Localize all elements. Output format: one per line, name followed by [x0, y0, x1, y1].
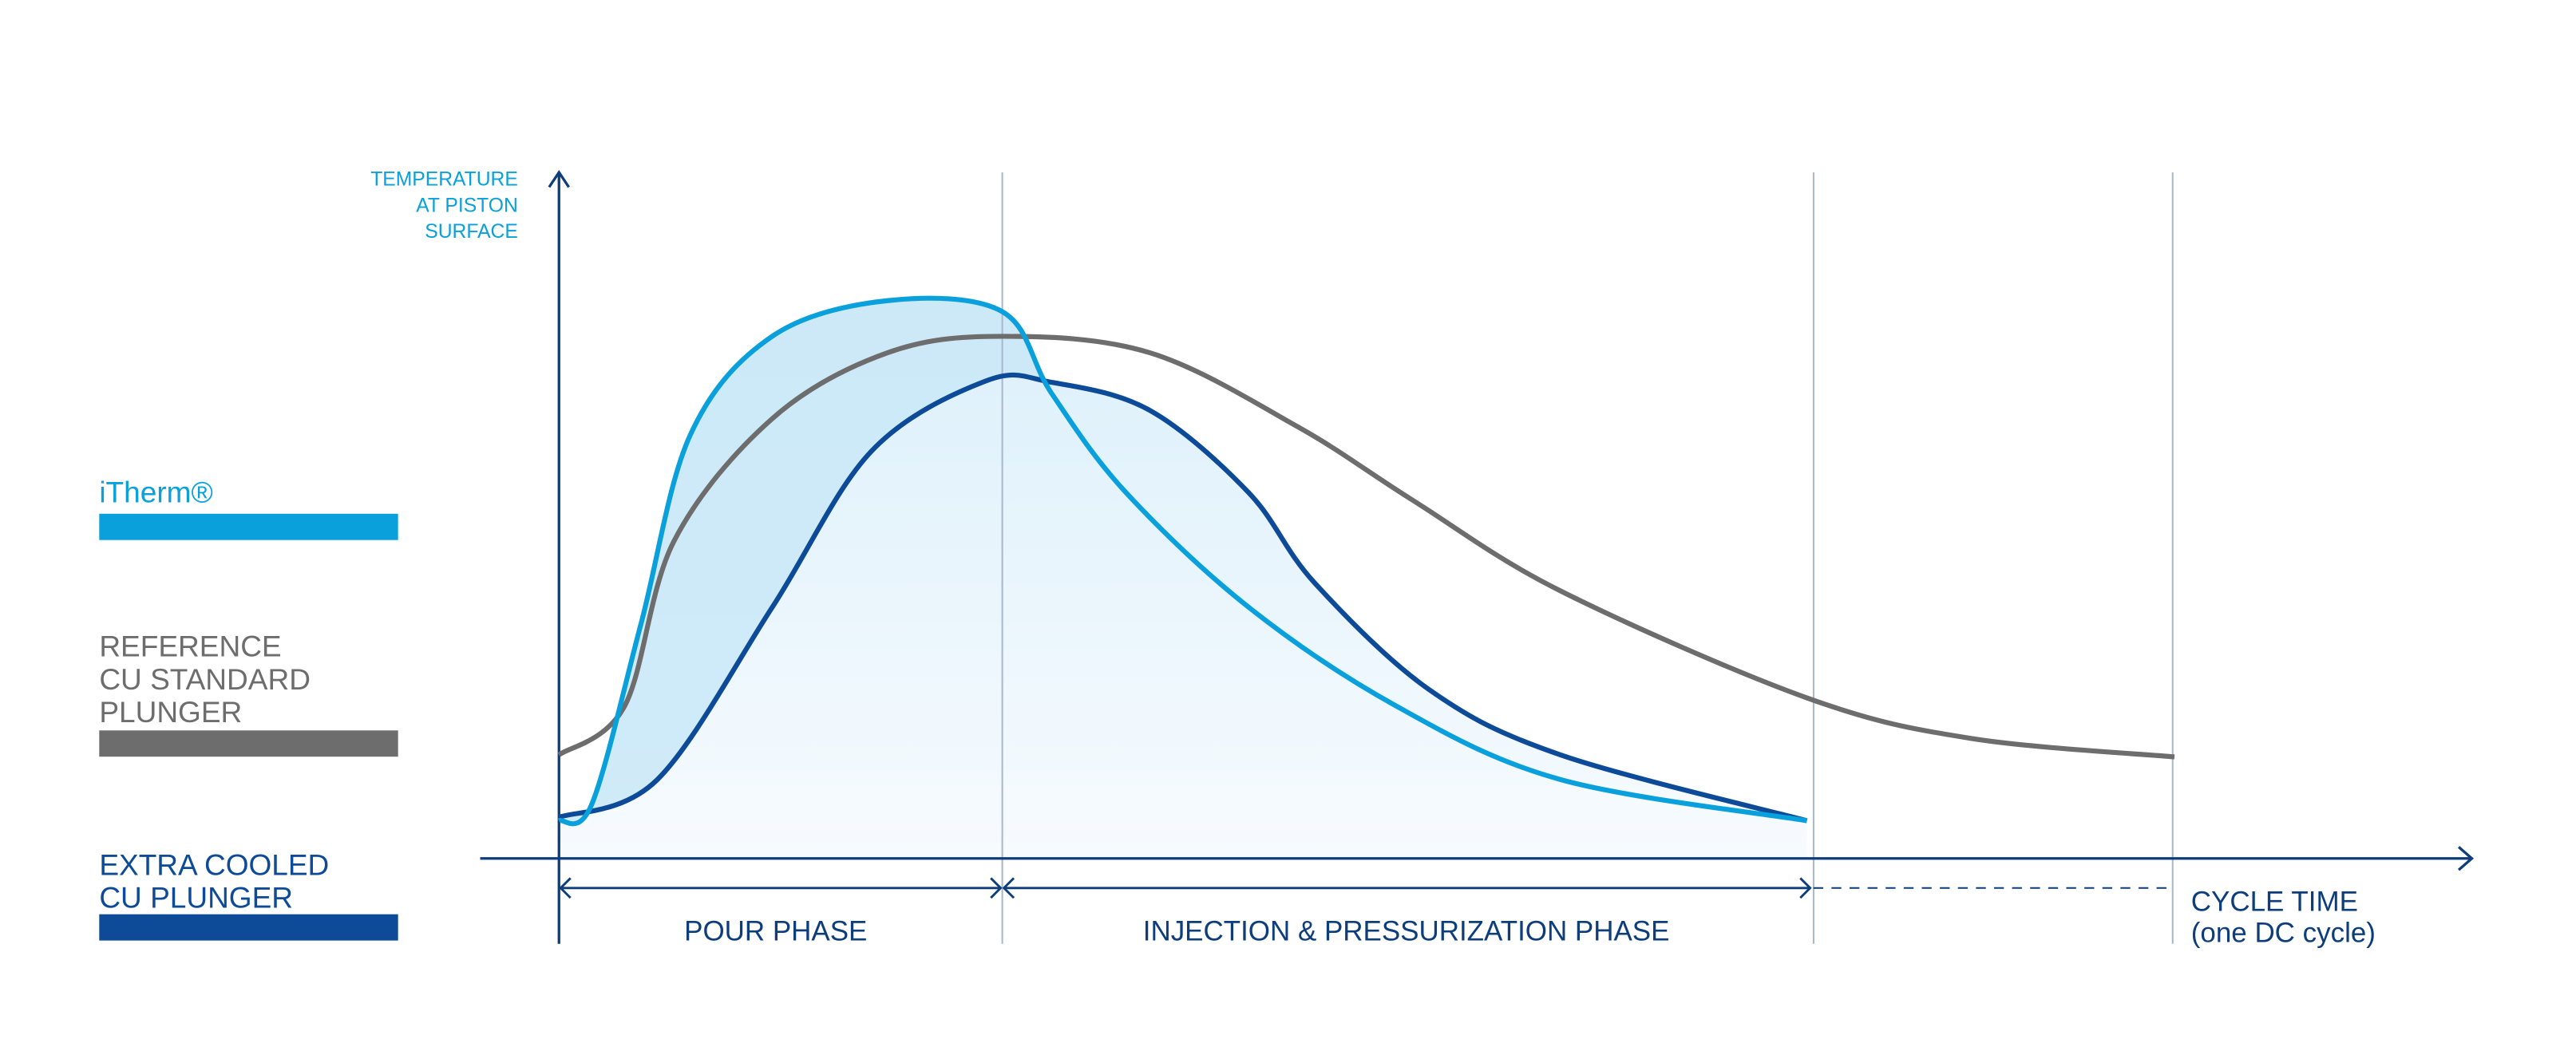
legend-label-reference: CU STANDARD: [99, 662, 311, 696]
y-axis-label: SURFACE: [425, 221, 518, 243]
series-line-itherm: [557, 295, 1808, 827]
legend-label-reference: PLUNGER: [99, 695, 242, 729]
legend-label-extra-cooled: CU PLUNGER: [99, 880, 293, 914]
legend: iTherm® REFERENCE CU STANDARD PLUNGER EX…: [99, 475, 398, 941]
legend-swatch-itherm: [99, 513, 398, 540]
y-axis-label: AT PISTON: [416, 195, 518, 216]
difference-band: [559, 298, 1052, 824]
arrowhead: [990, 877, 1003, 899]
y-axis-arrow: [548, 170, 570, 188]
series-line-extra-cooled: [558, 372, 1808, 824]
x-axis-sublabel: (one DC cycle): [2191, 918, 2376, 949]
phase-label-injection: INJECTION & PRESSURIZATION PHASE: [1143, 916, 1670, 947]
phase-label-pour: POUR PHASE: [684, 916, 867, 947]
y-axis-label: TEMPERATURE: [370, 168, 518, 190]
legend-swatch-extra-cooled: [99, 914, 398, 941]
area-fill: [559, 374, 1807, 859]
legend-label-reference: REFERENCE: [99, 630, 281, 663]
series-line-reference: [557, 334, 2175, 760]
x-axis-label: CYCLE TIME: [2191, 887, 2358, 918]
legend-label-itherm: iTherm®: [99, 475, 212, 508]
arrowhead: [1002, 877, 1015, 899]
x-axis-arrow: [2457, 846, 2475, 871]
arrowhead: [559, 877, 572, 899]
arrowhead: [1799, 877, 1812, 899]
legend-swatch-reference: [99, 730, 398, 757]
legend-label-extra-cooled: EXTRA COOLED: [99, 847, 329, 881]
